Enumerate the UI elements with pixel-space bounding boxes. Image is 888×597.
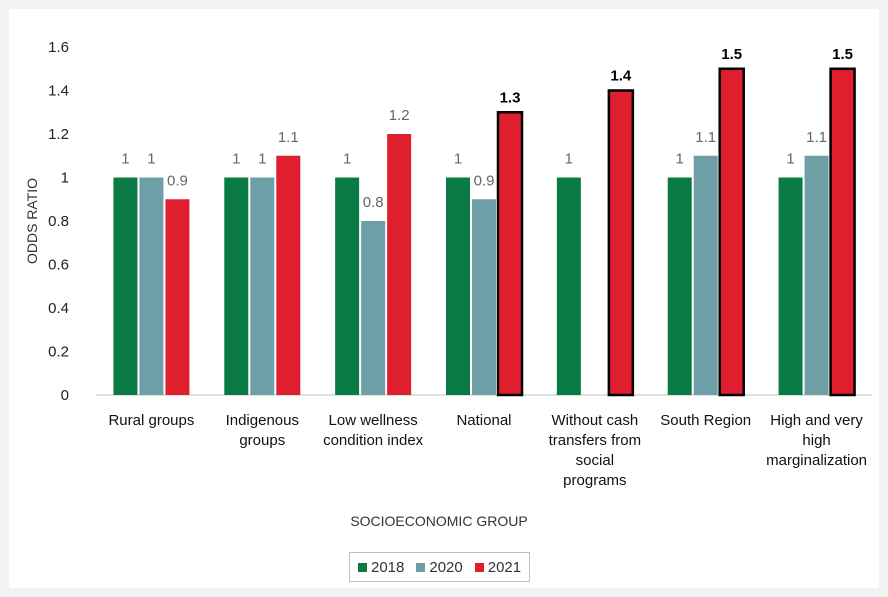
x-axis-title: SOCIOECONOMIC GROUP (350, 513, 527, 529)
data-label: 1.4 (610, 68, 632, 85)
bar-2018 (335, 177, 360, 395)
bar-2021 (387, 134, 412, 395)
data-label: 0.9 (167, 172, 188, 189)
bar-2018 (224, 177, 249, 395)
data-label: 1.1 (278, 129, 299, 146)
x-tick-label: Rural groups (108, 412, 194, 429)
data-label: 1 (565, 151, 573, 168)
data-label: 1.2 (389, 107, 410, 124)
y-axis-title: ODDS RATIO (24, 178, 40, 264)
bar-2020 (361, 221, 386, 395)
data-label: 0.8 (363, 194, 384, 211)
legend-label: 2021 (487, 558, 522, 576)
y-tick-label: 1.6 (48, 39, 69, 56)
legend-swatch (474, 562, 484, 572)
data-label: 1.1 (695, 129, 716, 146)
x-tick-label: high (802, 432, 830, 449)
bar-2020 (250, 177, 275, 395)
y-tick-label: 1.4 (48, 83, 69, 100)
data-label: 1 (258, 151, 266, 168)
bar-2018 (667, 177, 692, 395)
bar-2018 (556, 177, 581, 395)
data-label: 0.9 (474, 172, 495, 189)
data-label: 1 (121, 151, 129, 168)
data-label: 1.3 (500, 89, 521, 106)
data-label: 1 (786, 151, 794, 168)
y-axis-ticks: 0 0.2 0.4 0.6 0.8 1 1.2 1.4 1.6 (48, 39, 69, 404)
data-label: 1.5 (721, 46, 742, 63)
bar-2021 (718, 67, 745, 397)
data-label: 1 (147, 151, 155, 168)
legend-swatch (416, 562, 426, 572)
bar-2021 (165, 199, 190, 395)
data-label: 1 (676, 151, 684, 168)
data-label: 1 (232, 151, 240, 168)
y-tick-label: 0.4 (48, 300, 69, 317)
bar-2020 (693, 155, 718, 395)
x-tick-label: transfers from (549, 432, 642, 449)
x-tick-label: Without cash (551, 412, 638, 429)
x-tick-label: condition index (323, 432, 424, 449)
x-tick-label: marginalization (766, 452, 867, 469)
category-labels: Rural groups Indigenous groups Low wellness… (108, 412, 867, 489)
x-tick-label: social (576, 452, 614, 469)
x-tick-label: Low wellness (329, 412, 418, 429)
y-tick-label: 0.8 (48, 213, 69, 230)
data-labels: 1 1 0.9 1 1 1.1 1 0.8 1.2 1 0.9 1.3 1 1.4 1 1.1 1.5 1 1.1 1… (121, 46, 853, 211)
bar-2018 (113, 177, 138, 395)
y-tick-label: 0.6 (48, 257, 69, 274)
x-tick-label: Indigenous (226, 412, 299, 429)
data-label: 1.5 (832, 46, 853, 63)
legend: 2018 2020 2021 (349, 552, 531, 582)
y-tick-label: 0 (61, 387, 69, 404)
legend-item-2021: 2021 (474, 558, 522, 576)
data-label: 1.1 (806, 129, 827, 146)
legend-item-2020: 2020 (416, 558, 463, 576)
bar-2018 (778, 177, 803, 395)
bar-2020 (139, 177, 164, 395)
x-tick-label: programs (563, 472, 626, 489)
legend-item-2018: 2018 (358, 559, 404, 576)
bar-chart: 0 0.2 0.4 0.6 0.8 1 1.2 1.4 1.6 1 1 0.9 1 1 1.1 1 0.8 1.… (24, 39, 872, 529)
bar-2018 (446, 177, 470, 395)
bar-2021 (276, 155, 301, 395)
bars (113, 67, 856, 397)
data-label: 1 (454, 151, 462, 168)
bar-2021 (496, 111, 524, 397)
legend-swatch (358, 562, 367, 572)
legend-label: 2018 (371, 558, 405, 576)
y-tick-label: 1 (61, 170, 69, 187)
y-tick-label: 0.2 (48, 344, 69, 361)
bar-2020 (472, 199, 496, 395)
x-tick-label: South Region (660, 412, 751, 429)
legend-label: 2020 (429, 558, 463, 576)
x-tick-label: High and very (770, 412, 863, 429)
bar-2021 (607, 89, 635, 397)
data-label: 1 (343, 151, 351, 168)
x-tick-label: groups (239, 432, 285, 449)
y-tick-label: 1.2 (48, 126, 69, 143)
bar-2021 (829, 67, 856, 397)
bar-2020 (804, 155, 829, 395)
x-tick-label: National (456, 412, 511, 429)
chart-frame: 0 0.2 0.4 0.6 0.8 1 1.2 1.4 1.6 1 1 0.9 1 1 1.1 1 0.8 1.… (9, 9, 879, 588)
